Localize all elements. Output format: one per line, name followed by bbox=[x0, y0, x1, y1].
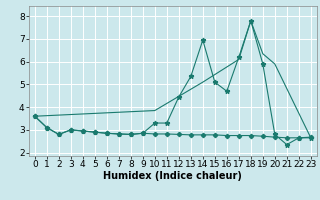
X-axis label: Humidex (Indice chaleur): Humidex (Indice chaleur) bbox=[103, 171, 242, 181]
